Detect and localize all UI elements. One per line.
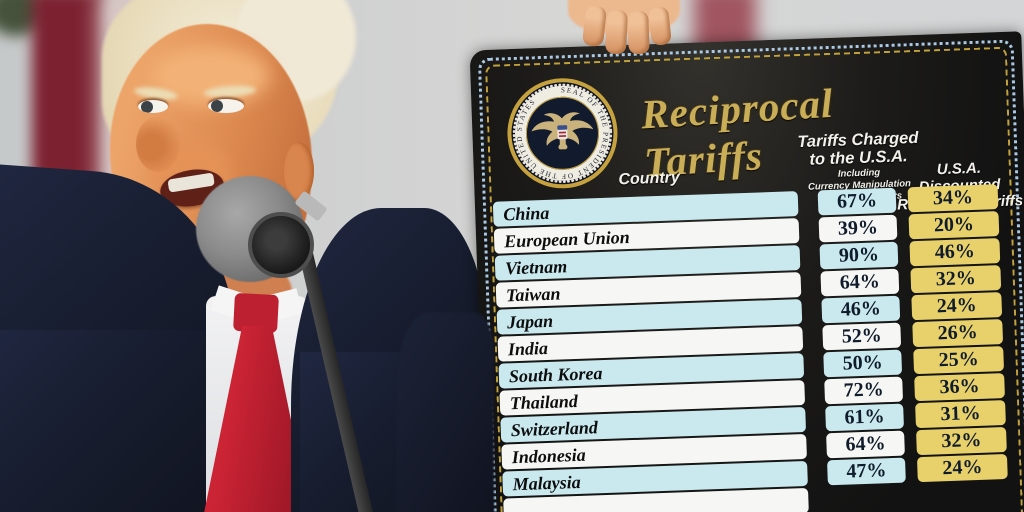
microphone-capsule: [248, 212, 314, 278]
charged-tariff-cell: 67%: [817, 187, 897, 216]
pupil-left: [141, 101, 153, 113]
presidential-seal: SEAL OF THE PRESIDENT OF THE UNITED STAT…: [507, 78, 618, 189]
finger: [581, 5, 608, 47]
eye-right: [208, 99, 244, 113]
charged-tariff-cell: 46%: [821, 295, 901, 324]
finger: [627, 10, 650, 55]
discounted-tariff-cell: 26%: [912, 319, 1004, 348]
pupil-right: [211, 100, 223, 112]
finger: [648, 6, 672, 46]
suit-left-body: [0, 330, 240, 512]
charged-tariff-cell: 52%: [822, 322, 902, 351]
discounted-tariff-cell: 24%: [916, 453, 1008, 483]
discounted-tariff-cell: 36%: [914, 373, 1005, 402]
tariff-table: China 67% 34% European Union 39% 20% Vie…: [492, 184, 1024, 499]
charged-tariff-cell: 90%: [819, 241, 899, 270]
nose-shading: [136, 116, 180, 172]
charged-tariff-cell: 64%: [820, 268, 900, 297]
charged-tariff-cell: 61%: [825, 403, 904, 432]
eye-left: [138, 100, 168, 113]
discounted-tariff-cell: 46%: [909, 238, 1001, 267]
discounted-tariff-cell: 20%: [908, 211, 1000, 240]
discounted-tariff-cell: 24%: [911, 292, 1003, 321]
ear: [284, 142, 314, 200]
charged-tariff-cell: 47%: [827, 457, 906, 486]
discounted-tariff-cell: 25%: [913, 346, 1005, 375]
discounted-tariff-cell: 31%: [915, 400, 1006, 429]
charged-tariff-cell: 50%: [823, 349, 903, 378]
suit-arm-front: [396, 312, 494, 512]
discounted-tariff-cell: 34%: [907, 184, 999, 213]
reciprocal-tariffs-board: SEAL OF THE PRESIDENT OF THE UNITED STAT…: [469, 31, 1024, 512]
discounted-tariff-cell: 32%: [916, 427, 1007, 456]
charged-tariff-cell: 72%: [824, 376, 904, 405]
charged-tariff-cell: 39%: [818, 214, 898, 243]
finger: [604, 9, 629, 55]
teeth: [167, 172, 215, 193]
discounted-tariff-cell: 32%: [910, 265, 1002, 294]
charged-tariff-cell: 64%: [826, 430, 905, 459]
